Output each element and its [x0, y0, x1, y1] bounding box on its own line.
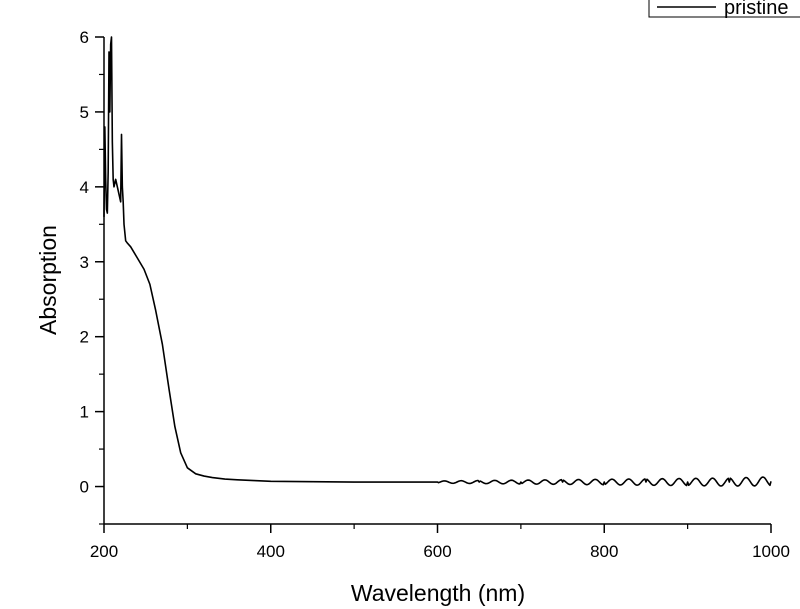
y-tick-label: 4 — [80, 178, 89, 197]
x-axis-ticks — [103, 524, 772, 533]
x-tick-label: 800 — [590, 542, 618, 561]
x-axis-title: Wavelength (nm) — [351, 580, 525, 606]
y-tick-label: 3 — [80, 253, 89, 272]
y-tick-label: 1 — [80, 403, 89, 422]
y-axis-tick-labels: 0 1 2 3 4 5 6 — [80, 28, 89, 497]
y-tick-label: 5 — [80, 103, 89, 122]
legend: pristine — [648, 0, 800, 19]
legend-box — [648, 0, 800, 18]
y-axis-ticks — [95, 36, 104, 525]
series-line-pristine — [103, 36, 772, 487]
series-layer — [103, 36, 772, 487]
x-tick-label: 600 — [423, 542, 451, 561]
y-tick-label: 0 — [80, 478, 89, 497]
legend-label: pristine — [724, 0, 788, 19]
x-axis-tick-labels: 200 400 600 800 1000 — [90, 542, 790, 561]
x-tick-label: 1000 — [752, 542, 790, 561]
x-tick-label: 400 — [257, 542, 285, 561]
x-tick-label: 200 — [90, 542, 118, 561]
y-axis-title: Absorption — [35, 225, 61, 335]
y-tick-label: 6 — [80, 28, 89, 47]
y-tick-label: 2 — [80, 328, 89, 347]
